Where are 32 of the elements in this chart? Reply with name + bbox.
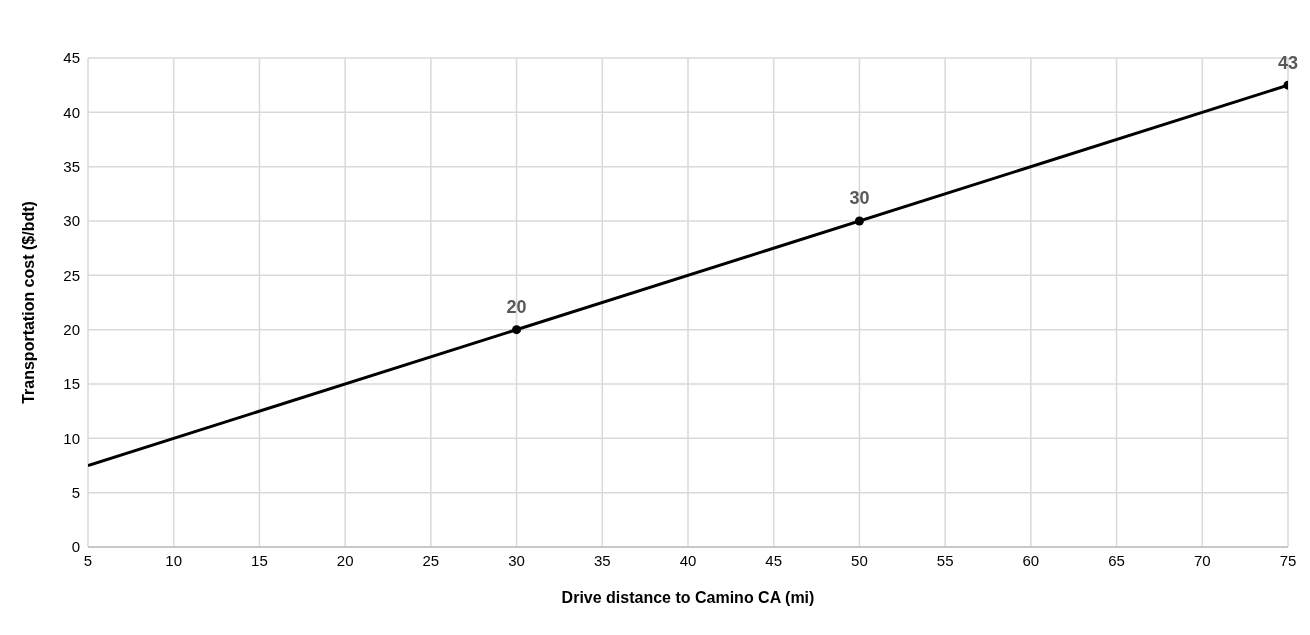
x-tick-label: 25 (422, 551, 440, 569)
x-tick-label: 75 (1279, 551, 1297, 569)
data-label: 43 (1277, 52, 1299, 73)
x-tick-label: 70 (1193, 551, 1211, 569)
y-tick-label: 35 (63, 157, 80, 175)
y-tick-label: 0 (71, 538, 80, 556)
x-tick-label: 5 (83, 551, 93, 569)
x-tick-label: 20 (336, 551, 354, 569)
x-tick-label: 15 (251, 551, 268, 569)
data-label: 30 (849, 188, 870, 209)
y-tick-label: 40 (63, 103, 80, 121)
y-tick-label: 15 (63, 375, 80, 393)
x-tick-label: 55 (936, 551, 954, 569)
x-tick-label: 30 (508, 551, 525, 569)
y-tick-label: 10 (63, 429, 80, 447)
y-tick-label: 30 (63, 212, 80, 230)
point (512, 325, 522, 335)
x-tick-label: 60 (1022, 551, 1040, 569)
x-tick-label: 65 (1108, 551, 1125, 569)
x-tick-label: 35 (593, 551, 611, 569)
y-tick-label: 45 (63, 49, 80, 67)
x-tick-label: 45 (765, 551, 783, 569)
x-axis-title: Drive distance to Camino CA (mi) (561, 589, 815, 606)
y-tick-label: 25 (63, 266, 80, 284)
y-tick-label: 20 (63, 320, 80, 338)
y-axis-title: Transportation cost ($/bdt) (19, 201, 37, 404)
point (854, 216, 864, 226)
x-tick-label: 40 (679, 551, 697, 569)
x-tick-label: 50 (851, 551, 868, 569)
y-tick-label: 5 (71, 483, 80, 501)
data-label: 20 (506, 297, 527, 318)
x-tick-label: 10 (165, 551, 183, 569)
